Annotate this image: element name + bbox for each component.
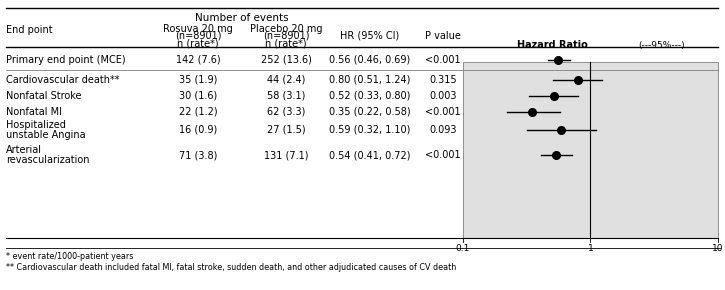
Text: Number of events: Number of events: [195, 13, 289, 23]
FancyBboxPatch shape: [463, 62, 718, 238]
Text: Nonfatal Stroke: Nonfatal Stroke: [6, 91, 81, 101]
Text: 252 (13.6): 252 (13.6): [260, 55, 312, 65]
Text: 58 (3.1): 58 (3.1): [267, 91, 305, 101]
Text: 16 (0.9): 16 (0.9): [179, 125, 217, 135]
Text: Cardiovascular death**: Cardiovascular death**: [6, 75, 120, 85]
Text: 142 (7.6): 142 (7.6): [175, 55, 220, 65]
Text: 0.56 (0.46, 0.69): 0.56 (0.46, 0.69): [329, 55, 410, 65]
Text: 27 (1.5): 27 (1.5): [267, 125, 305, 135]
Text: 22 (1.2): 22 (1.2): [178, 107, 218, 117]
Text: Arterial: Arterial: [6, 145, 42, 155]
Text: 131 (7.1): 131 (7.1): [264, 150, 308, 160]
Text: Hospitalized: Hospitalized: [6, 120, 66, 130]
Text: (n=8901): (n=8901): [175, 31, 221, 41]
Text: * event rate/1000-patient years: * event rate/1000-patient years: [6, 252, 133, 261]
Text: 71 (3.8): 71 (3.8): [179, 150, 218, 160]
Text: HR (95% CI): HR (95% CI): [340, 31, 399, 41]
Text: 10: 10: [712, 244, 724, 253]
Text: 0.54 (0.41, 0.72): 0.54 (0.41, 0.72): [329, 150, 411, 160]
Text: 0.59 (0.32, 1.10): 0.59 (0.32, 1.10): [329, 125, 410, 135]
Text: 35 (1.9): 35 (1.9): [179, 75, 218, 85]
Text: Primary end point (MCE): Primary end point (MCE): [6, 55, 125, 65]
Text: <0.001: <0.001: [425, 55, 461, 65]
Text: unstable Angina: unstable Angina: [6, 130, 86, 140]
Text: n (rate*): n (rate*): [265, 38, 307, 48]
Text: 0.003: 0.003: [429, 91, 457, 101]
Text: 0.35 (0.22, 0.58): 0.35 (0.22, 0.58): [329, 107, 411, 117]
Text: 0.093: 0.093: [429, 125, 457, 135]
Text: 0.1: 0.1: [456, 244, 471, 253]
Text: Placebo 20 mg: Placebo 20 mg: [249, 24, 322, 34]
Text: P value: P value: [425, 31, 461, 41]
Text: (---95%---): (---95%---): [639, 41, 685, 50]
Text: 62 (3.3): 62 (3.3): [267, 107, 305, 117]
Text: 30 (1.6): 30 (1.6): [179, 91, 217, 101]
Text: revascularization: revascularization: [6, 155, 89, 165]
Text: 0.80 (0.51, 1.24): 0.80 (0.51, 1.24): [329, 75, 410, 85]
Text: <0.001: <0.001: [425, 107, 461, 117]
Text: ** Cardiovascular death included fatal MI, fatal stroke, sudden death, and other: ** Cardiovascular death included fatal M…: [6, 263, 456, 272]
Text: 44 (2.4): 44 (2.4): [267, 75, 305, 85]
Text: Nonfatal MI: Nonfatal MI: [6, 107, 62, 117]
Text: (n=8901): (n=8901): [262, 31, 310, 41]
Text: Rosuva 20 mg: Rosuva 20 mg: [163, 24, 233, 34]
Text: Hazard Ratio: Hazard Ratio: [517, 40, 588, 50]
Text: <0.001: <0.001: [425, 150, 461, 160]
Text: 0.315: 0.315: [429, 75, 457, 85]
Text: End point: End point: [6, 25, 53, 35]
Text: n (rate*): n (rate*): [177, 38, 219, 48]
Text: 1: 1: [588, 244, 593, 253]
Text: 0.52 (0.33, 0.80): 0.52 (0.33, 0.80): [329, 91, 410, 101]
